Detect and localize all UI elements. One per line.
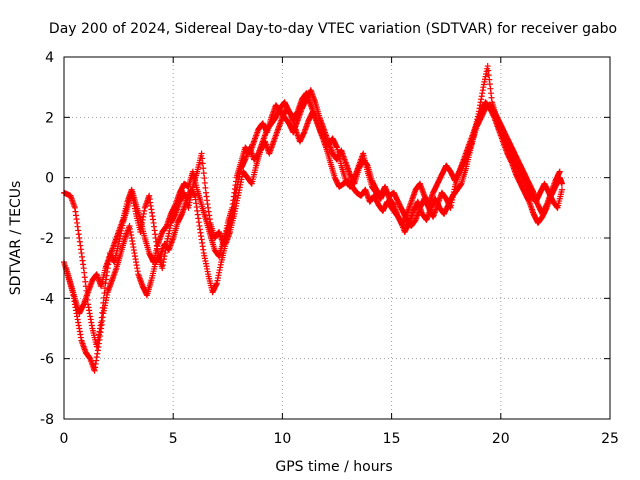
y-tick-label: -6: [40, 352, 54, 368]
x-tick-label: 15: [383, 431, 401, 447]
series-1: [61, 87, 565, 350]
y-tick-label: -2: [40, 231, 54, 247]
y-tick-label: 0: [45, 171, 54, 187]
x-axis-ticks: 0 5 10 15 20 25: [60, 57, 619, 447]
x-axis-label: GPS time / hours: [275, 459, 392, 475]
y-tick-label: -8: [40, 412, 54, 428]
x-tick-label: 20: [492, 431, 510, 447]
chart-title: Day 200 of 2024, Sidereal Day-to-day VTE…: [49, 21, 617, 37]
y-axis-ticks: -8 -6 -4 -2 0 2 4: [40, 50, 610, 428]
data-point: [558, 186, 565, 193]
y-tick-label: 4: [45, 50, 54, 66]
series-3: [63, 90, 563, 317]
plot-frame: [63, 56, 611, 420]
data-point: [556, 168, 563, 175]
x-tick-label: 10: [273, 431, 291, 447]
data-point: [558, 180, 565, 187]
x-tick-label: 0: [60, 431, 69, 447]
x-tick-label: 5: [169, 431, 178, 447]
x-tick-label: 25: [601, 431, 619, 447]
y-tick-label: -4: [40, 291, 54, 307]
y-tick-label: 2: [45, 110, 54, 126]
plot-area: [61, 63, 565, 374]
y-axis-label: SDTVAR / TECUs: [8, 181, 24, 296]
